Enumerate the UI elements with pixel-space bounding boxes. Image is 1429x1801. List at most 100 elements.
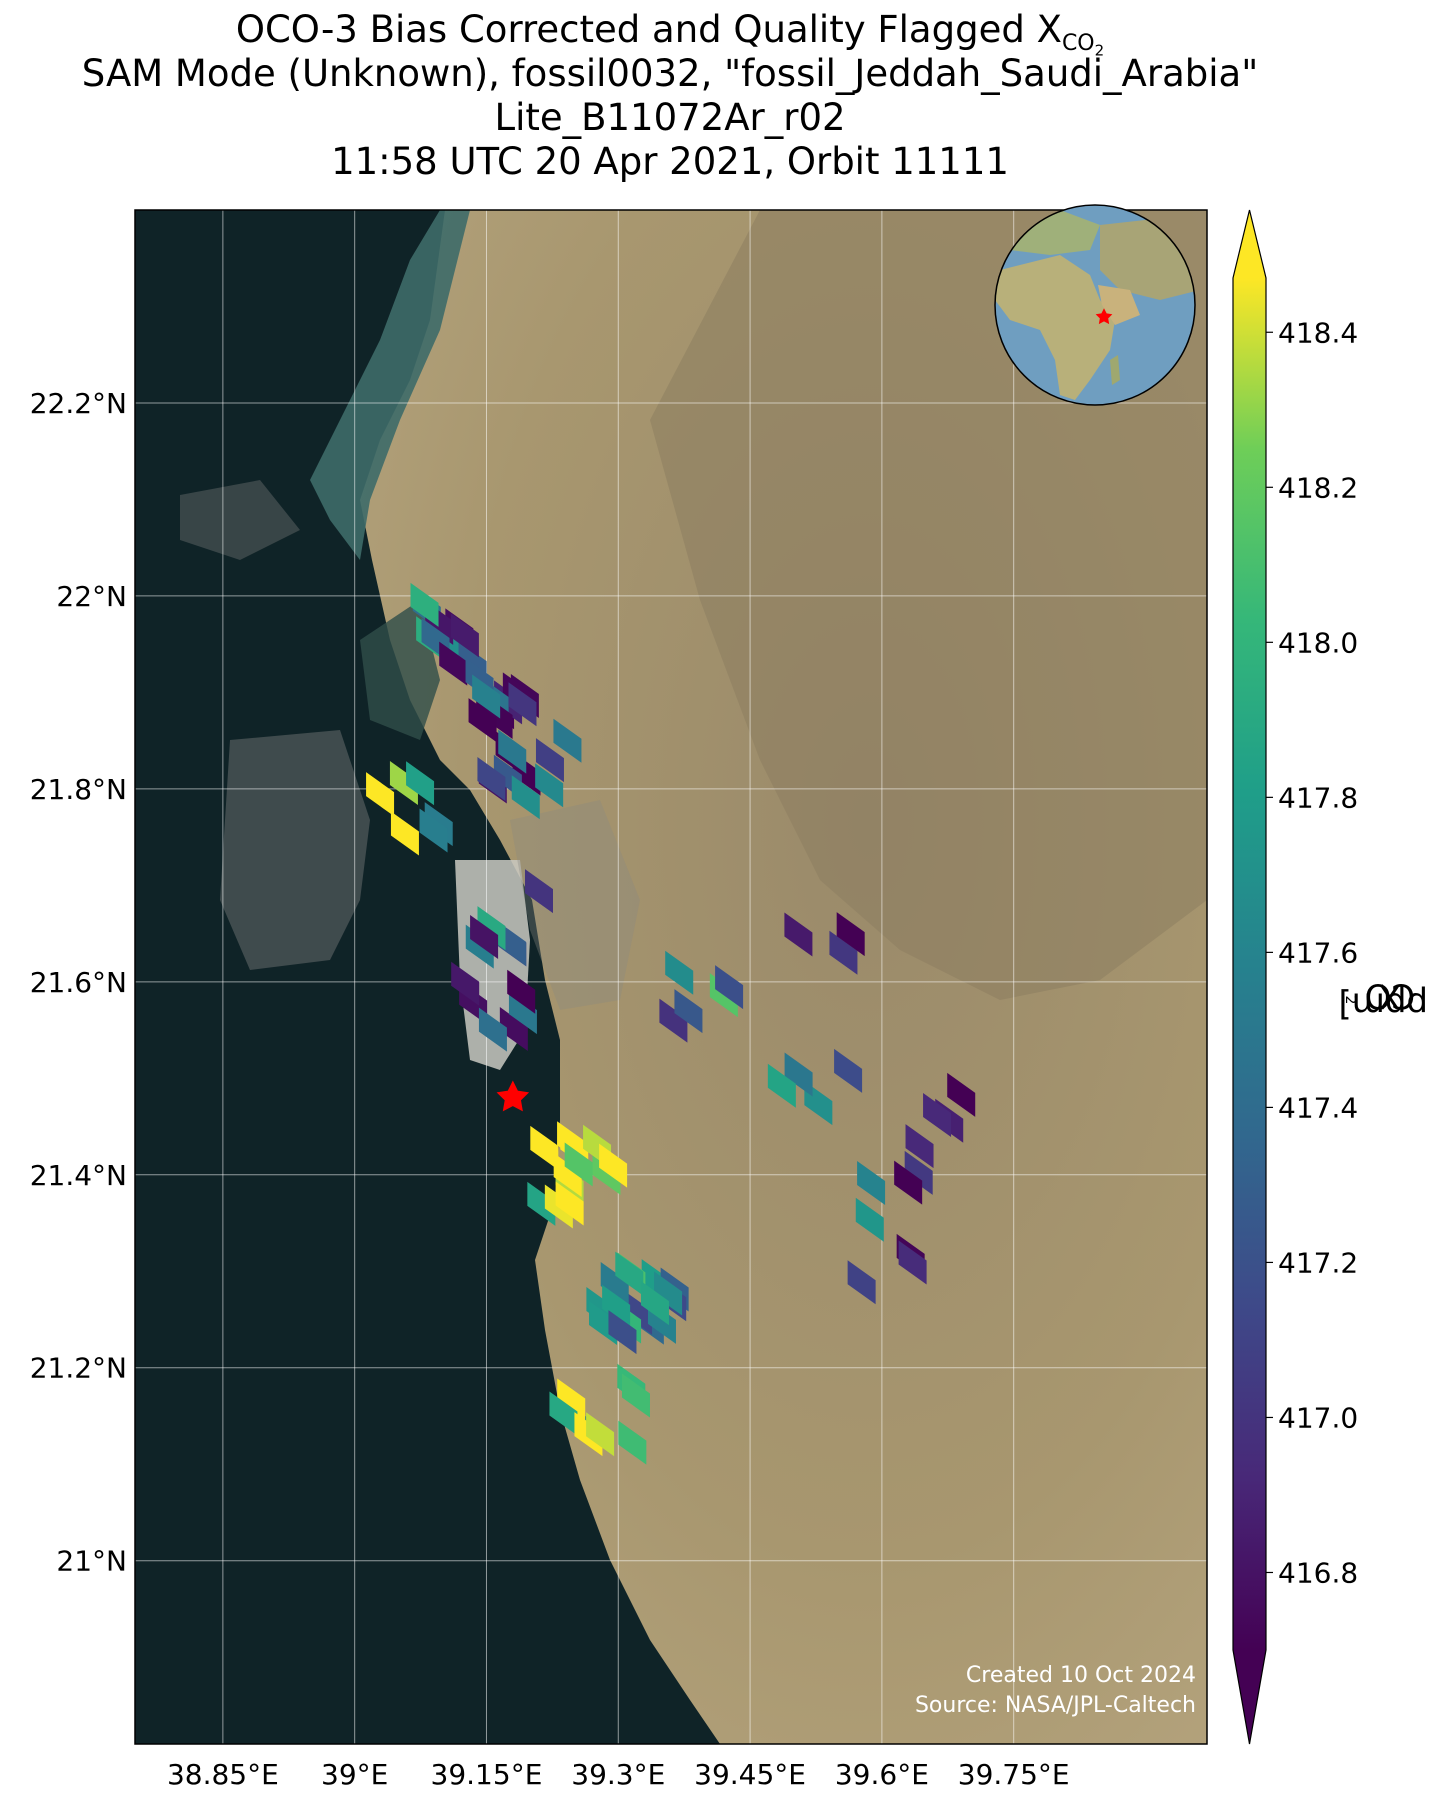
- xco2-sounding: [499, 1007, 528, 1052]
- xco2-sounding: [508, 990, 537, 1035]
- xco2-sounding: [784, 1052, 813, 1097]
- xco2-sounding: [674, 989, 703, 1034]
- xco2-sounding: [829, 930, 858, 975]
- xco2-sounding: [389, 761, 418, 806]
- lon-tick-label: 39.6°E: [835, 1758, 929, 1791]
- map-title-line4: 11:58 UTC 20 Apr 2021, Orbit 11111: [331, 140, 1009, 183]
- xco2-sounding: [615, 1251, 644, 1296]
- xco2-sounding: [857, 1161, 886, 1206]
- lat-tick-label: 21°N: [56, 1545, 127, 1578]
- globe-madagascar: [1110, 355, 1120, 385]
- xco2-sounding: [624, 1290, 653, 1335]
- xco2-sounding: [600, 1261, 629, 1306]
- lat-tick-label: 21.4°N: [30, 1159, 127, 1192]
- colorbar-tick-label: 416.8: [1278, 1556, 1358, 1589]
- xco2-sounding: [478, 1007, 507, 1052]
- colorbar-tick-label: 418.0: [1278, 626, 1358, 659]
- xco2-sounding: [419, 808, 448, 853]
- xco2-sounding: [451, 961, 480, 1006]
- xco2-sounding: [477, 757, 506, 802]
- lon-tick-label: 39.75°E: [958, 1758, 1070, 1791]
- coastal-reef: [310, 210, 470, 560]
- colorbar-ticks: 416.8 417.0 417.2 417.4 417.6 417.8 418.0 418.2…: [1266, 316, 1358, 1589]
- lon-tick-label: 39°E: [321, 1758, 388, 1791]
- xco2-sounding: [535, 763, 564, 808]
- xco2-sounding: [947, 1072, 976, 1117]
- xco2-sounding: [602, 1284, 631, 1329]
- globe-target-star-icon: [1095, 308, 1113, 325]
- xco2-sounding: [555, 1181, 584, 1226]
- xco2-sounding: [564, 1142, 593, 1187]
- xco2-sounding: [904, 1150, 933, 1195]
- xco2-sounding: [784, 912, 813, 957]
- xco2-sounding: [855, 1197, 884, 1242]
- xco2-sounding: [477, 906, 506, 951]
- longitude-tick-labels: 38.85°E 39°E 39.15°E 39.3°E 39.45°E 39.6°E 39.…: [167, 1758, 1070, 1791]
- colorbar-extend-bottom: [1233, 1650, 1266, 1744]
- credit-source: Source: NASA/JPL-Caltech: [915, 1693, 1196, 1718]
- xco2-sounding: [527, 1181, 556, 1226]
- xco2-sounding: [553, 1152, 582, 1197]
- xco2-sounding: [586, 1412, 615, 1457]
- xco2-sounding: [410, 582, 439, 627]
- xco2-sounding: [472, 674, 501, 719]
- xco2-sounding: [608, 1310, 637, 1355]
- latitude-tick-labels: 21°N 21.2°N 21.4°N 21.6°N 21.8°N 22°N 22.2°N: [30, 387, 127, 1578]
- lon-tick-label: 38.85°E: [167, 1758, 279, 1791]
- xco2-sounding: [618, 1420, 647, 1465]
- xco2-sounding: [406, 761, 435, 806]
- map-title-line1: OCO-3 Bias Corrected and Quality Flagged…: [235, 8, 1105, 60]
- lat-tick-label: 22°N: [56, 580, 127, 613]
- xco2-sounding: [557, 1378, 586, 1423]
- xco2-sounding: [847, 1260, 876, 1305]
- credit-created: Created 10 Oct 2024: [966, 1663, 1196, 1688]
- city-area: [510, 800, 640, 1010]
- xco2-sounding: [549, 1391, 578, 1436]
- colorbar-tick-label: 417.8: [1278, 781, 1358, 814]
- xco2-sounding: [553, 718, 582, 763]
- xco2-sounding: [468, 698, 497, 743]
- xco2-sounding: [898, 1240, 927, 1285]
- colorbar-extend-top: [1233, 210, 1266, 278]
- xco2-sounding: [654, 1271, 683, 1316]
- xco2-sounding: [498, 729, 527, 774]
- xco2-sounding: [524, 869, 553, 914]
- xco2-sounding: [511, 775, 540, 820]
- xco2-sounding: [599, 1143, 628, 1188]
- xco2-sounding: [390, 811, 419, 856]
- target-star-icon: [496, 1080, 530, 1112]
- xco2-sounding: [836, 912, 865, 957]
- xco2-sounding: [659, 998, 688, 1043]
- lat-tick-label: 21.8°N: [30, 773, 127, 806]
- xco2-sounding: [366, 772, 395, 817]
- xco2-sounding: [767, 1063, 796, 1108]
- colorbar-tick-label: 417.4: [1278, 1091, 1358, 1124]
- xco2-sounding: [715, 965, 744, 1010]
- xco2-sounding: [665, 950, 694, 995]
- shallow-patch: [180, 480, 300, 560]
- xco2-sounding: [905, 1124, 934, 1169]
- lon-tick-label: 39.3°E: [571, 1758, 665, 1791]
- satellite-basemap: Created 10 Oct 2024 Source: NASA/JPL-Cal…: [135, 210, 1207, 1744]
- xco2-sounding: [470, 914, 499, 959]
- xco2-sounding: [507, 969, 536, 1014]
- inset-globe: [994, 204, 1196, 406]
- globe-africa: [995, 255, 1115, 400]
- colorbar: 416.8 417.0 417.2 417.4 417.6 417.8 418.0 418.2…: [1232, 209, 1358, 1745]
- map-title-line3: Lite_B11072Ar_r02: [494, 96, 846, 139]
- xco2-sounding: [530, 1125, 559, 1170]
- xco2-sounding: [834, 1048, 863, 1093]
- xco2-sounding: [621, 1373, 650, 1418]
- colorbar-tick-label: 417.0: [1278, 1401, 1358, 1434]
- colorbar-tick-label: 418.2: [1278, 471, 1358, 504]
- lat-tick-label: 21.6°N: [30, 966, 127, 999]
- shallow-patch: [220, 730, 370, 970]
- lon-tick-label: 39.45°E: [694, 1758, 806, 1791]
- colorbar-tick-label: 417.6: [1278, 936, 1358, 969]
- gridlines: [135, 210, 1207, 1744]
- xco2-sounding: [894, 1160, 923, 1205]
- xco2-sounding: [508, 682, 537, 727]
- xco2-sounding: [640, 1281, 669, 1326]
- mountain-area: [650, 210, 1207, 1000]
